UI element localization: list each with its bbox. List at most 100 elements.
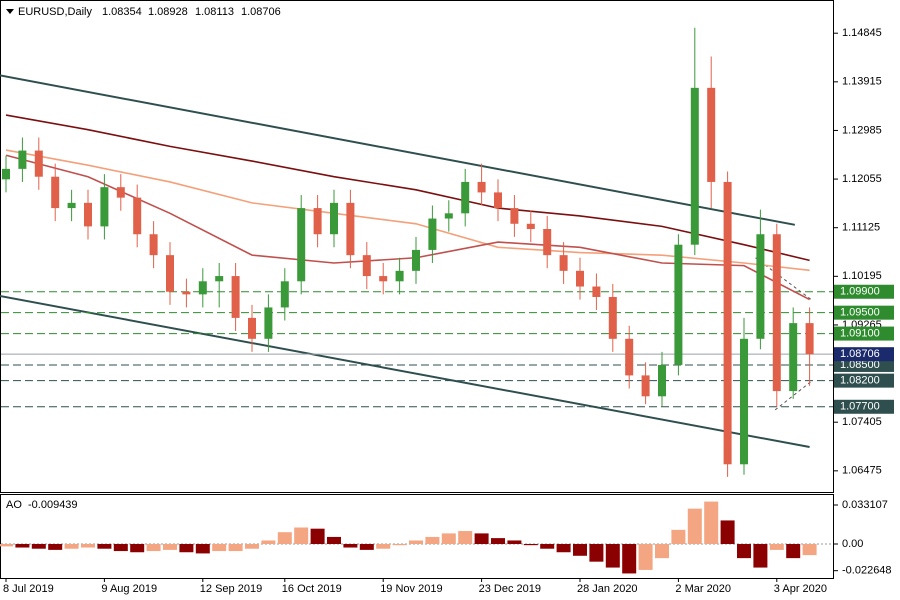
trend-line	[774, 379, 814, 411]
ao-bar	[31, 543, 46, 549]
ao-bar	[556, 543, 571, 553]
level-label: 1.09100	[840, 327, 880, 339]
y-tick-label: 1.10195	[842, 270, 882, 282]
level-tag	[834, 305, 894, 320]
ao-bar	[507, 540, 522, 544]
candle-body	[346, 202, 355, 256]
candle-body	[215, 276, 224, 282]
candle-body	[756, 234, 765, 339]
ao-bar	[261, 540, 276, 544]
candle-body	[51, 176, 60, 209]
candle-body	[510, 208, 519, 224]
y-tick-label: 0.033107	[842, 499, 888, 511]
ao-bar	[655, 543, 669, 559]
ao-bar	[474, 533, 489, 544]
candle-body	[362, 255, 371, 277]
x-tick-label: 28 Jan 2020	[577, 583, 638, 595]
ao-bar	[310, 528, 325, 544]
x-tick-label: 9 Aug 2019	[101, 583, 157, 595]
candle-body	[559, 255, 568, 271]
candle-body	[182, 291, 191, 295]
candle-body	[690, 87, 699, 245]
moving-average	[5, 114, 810, 262]
candle-body	[789, 323, 798, 392]
ao-bar	[802, 543, 817, 556]
candle-body	[133, 197, 142, 235]
candle-body	[477, 181, 486, 193]
candle-body	[2, 168, 10, 180]
ao-bar	[294, 527, 309, 544]
y-tick-label: 1.06475	[842, 465, 882, 477]
high-value: 1.08928	[148, 6, 188, 18]
candle-body	[166, 255, 174, 292]
candle-body	[84, 202, 92, 227]
candle-body	[313, 208, 322, 235]
moving-average	[5, 149, 810, 272]
candle-body	[444, 213, 453, 219]
ao-bar	[376, 543, 391, 549]
ao-bar	[409, 540, 423, 544]
ao-bar	[245, 543, 259, 549]
open-value: 1.08354	[102, 6, 142, 18]
candle-body	[805, 323, 814, 355]
y-tick-label: 1.12985	[842, 124, 882, 136]
level-label: 1.08500	[840, 359, 880, 371]
x-tick-label: 3 Apr 2020	[774, 583, 827, 595]
last-price-label: 1.08706	[840, 348, 880, 360]
level-tag	[834, 373, 894, 388]
ao-bar	[81, 543, 95, 548]
level-tag	[834, 326, 894, 341]
y-tick-label: 1.14845	[842, 27, 882, 39]
ao-bar	[737, 543, 751, 559]
x-tick-label: 23 Dec 2019	[479, 583, 541, 595]
candle-body	[18, 150, 27, 169]
candle-body	[494, 192, 502, 209]
ao-bar	[523, 543, 538, 546]
candle-body	[772, 234, 781, 392]
close-value: 1.08706	[241, 6, 281, 18]
ao-bar	[195, 543, 210, 554]
ao-bar	[179, 543, 194, 553]
ao-bar	[704, 501, 719, 544]
candle-body	[198, 281, 207, 295]
candle-body	[461, 181, 470, 214]
ao-bar	[753, 543, 768, 568]
candle-body	[723, 181, 732, 465]
ao-bar	[720, 520, 735, 544]
level-label: 1.09900	[840, 286, 880, 298]
ao-bar	[48, 543, 63, 550]
ao-bar	[441, 533, 456, 544]
ao-bar	[392, 543, 407, 546]
candle-body	[625, 338, 634, 376]
candle-body	[248, 317, 256, 339]
symbol: EURUSD,Daily	[18, 6, 92, 18]
level-tag	[834, 399, 894, 414]
candle-body	[100, 187, 109, 227]
trend-line	[0, 295, 810, 449]
candle-body	[34, 150, 43, 177]
candle-body	[543, 229, 552, 256]
y-tick-label: 1.12055	[842, 173, 882, 185]
candle-body	[526, 223, 535, 230]
menu-arrow[interactable]	[6, 9, 14, 14]
ao-bar	[589, 543, 604, 562]
level-tag	[834, 357, 894, 372]
candle-body	[264, 307, 273, 339]
ao-bar	[687, 508, 702, 544]
last-price-tag	[834, 347, 894, 362]
ao-bar	[130, 543, 145, 553]
trend-line	[0, 74, 796, 226]
ao-bar	[638, 543, 653, 570]
main-panel	[0, 0, 834, 493]
ao-bar	[769, 543, 784, 550]
ao-bar	[605, 543, 620, 568]
ao-bar	[359, 543, 374, 550]
candle-body	[379, 276, 388, 282]
candle-body	[658, 364, 666, 397]
ao-bar	[212, 543, 227, 552]
y-tick-label: 1.07405	[842, 416, 882, 428]
ao-bar	[622, 543, 637, 574]
level-label: 1.08200	[840, 375, 880, 387]
